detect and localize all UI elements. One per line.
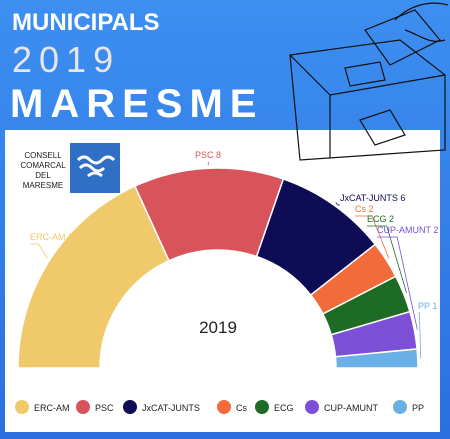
logo-square [70,143,120,193]
leader-line [30,243,48,259]
data-label: ERC-AM 12 [30,232,78,242]
logo-text: COMARCAL [20,161,66,170]
header-region: MARESME [10,82,263,126]
legend-swatch [217,400,231,414]
legend-label: PSC [95,403,114,413]
legend-label: CUP-AMUNT [324,403,378,413]
legend-label: ERC-AM [34,403,70,413]
legend-swatch [15,400,29,414]
leader-line [367,225,407,293]
data-label: PSC 8 [195,150,221,160]
legend-label: ECG [274,403,294,413]
data-label: PP 1 [418,301,437,311]
leader-line [335,202,340,206]
legend-swatch [76,400,90,414]
leader-line [418,312,422,359]
legend-swatch [305,400,319,414]
logo: CONSELL COMARCAL DEL MARESME [20,151,66,190]
center-label: 2019 [199,318,237,337]
data-label: Cs 2 [355,204,374,214]
legend-swatch [255,400,269,414]
legend-swatch [393,400,407,414]
legend-label: Cs [236,403,247,413]
leader-line [377,236,418,330]
logo-icon [76,155,116,178]
data-label: CUP-AMUNT 2 [377,225,438,235]
legend-swatch [123,400,137,414]
header-title: MUNICIPALS [12,9,160,36]
donut-segment [17,185,170,369]
data-label: JxCAT-JUNTS 6 [340,193,405,203]
legend-label: JxCAT-JUNTS [142,403,200,413]
ballot-illustration [289,2,449,161]
logo-text: CONSELL [24,151,62,160]
legend-label: PP [412,403,424,413]
leader-line [355,215,390,259]
data-label: ECG 2 [367,214,394,224]
logo-text: MARESME [23,181,63,190]
donut-segment [334,348,419,369]
logo-text: DEL [35,171,51,180]
header-year: 2019 [12,39,120,80]
